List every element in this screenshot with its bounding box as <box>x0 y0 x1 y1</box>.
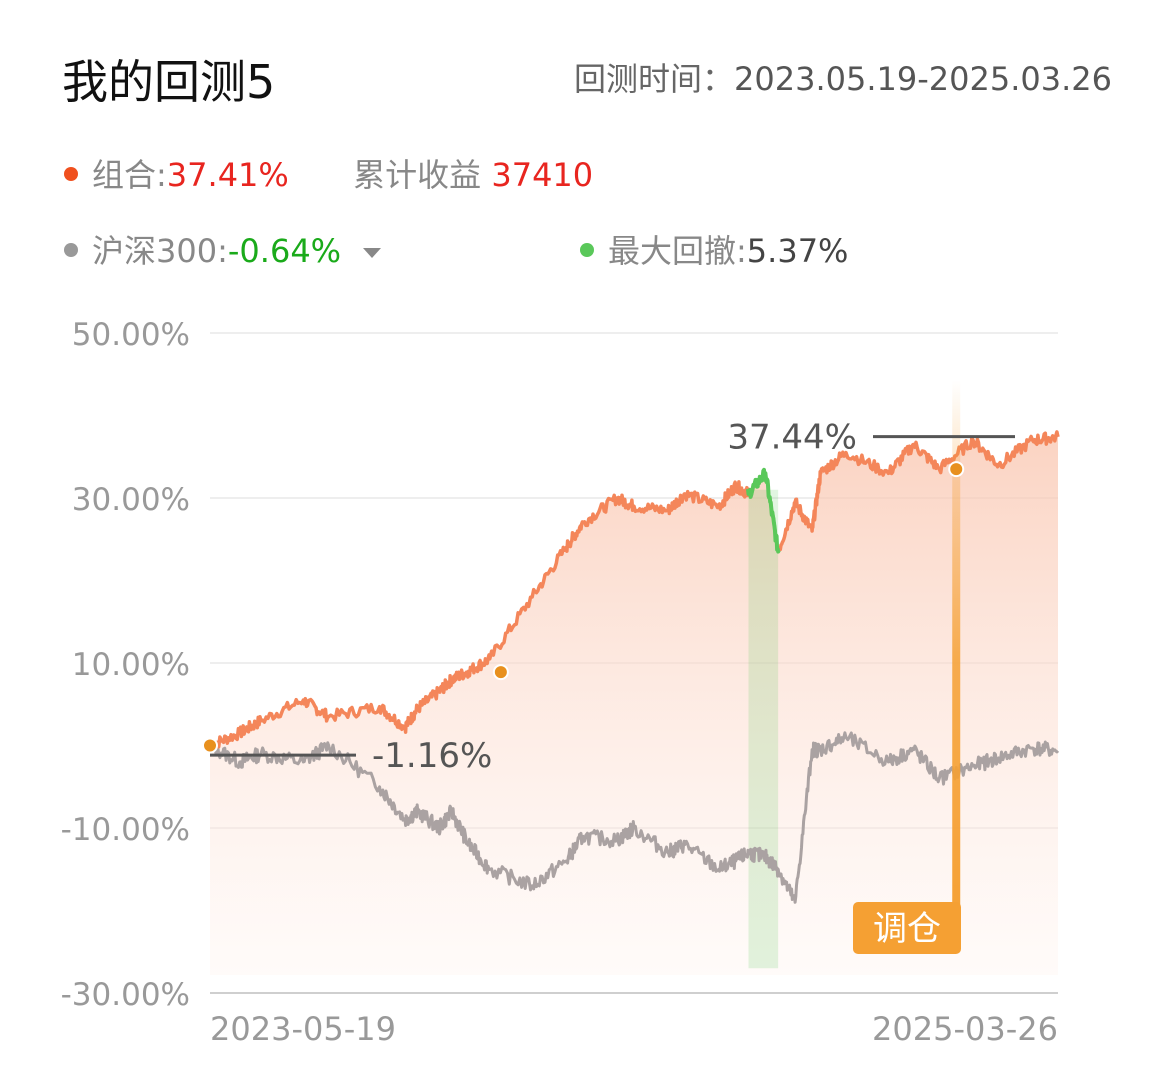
drawdown-shade <box>748 489 779 969</box>
y-tick-label: 50.00% <box>72 317 190 353</box>
portfolio-area <box>210 431 1058 975</box>
benchmark-dot-icon <box>64 243 78 257</box>
trade-point <box>202 737 218 754</box>
drawdown-legend-row: 最大回撤:5.37% <box>580 226 848 272</box>
portfolio-value: 37.41% <box>166 156 289 194</box>
drawdown-band <box>748 489 779 969</box>
period-label: 回测时间： <box>574 60 735 98</box>
benchmark-line <box>208 731 1060 904</box>
y-tick-label: 30.00% <box>72 482 190 518</box>
cumulative-value: 37410 <box>491 156 594 194</box>
backtest-period: 回测时间：2023.05.19-2025.03.26 <box>574 54 1112 100</box>
period-value: 2023.05.19-2025.03.26 <box>734 60 1112 98</box>
rebalance-badge <box>853 902 961 954</box>
y-tick-label: -10.00% <box>61 812 190 848</box>
portfolio-area-fill <box>210 431 1058 975</box>
chart-annotations: 调仓 37.44% -1.16% <box>202 380 1015 954</box>
drawdown-dot-icon <box>580 243 594 257</box>
portfolio-series <box>209 430 1060 751</box>
y-axis-ticks: 50.00% 30.00% 10.00% -10.00% -30.00% <box>61 317 190 1013</box>
benchmark-series <box>208 731 1060 904</box>
rebalance-bar <box>952 380 961 940</box>
benchmark-label: 沪深300: <box>92 232 228 270</box>
page-title: 我的回测5 <box>62 55 276 109</box>
dropdown-caret-icon[interactable] <box>363 248 382 258</box>
drawdown-value: 5.37% <box>746 232 849 270</box>
benchmark-legend-row[interactable]: 沪深300:-0.64% <box>64 226 382 272</box>
portfolio-dot-icon <box>64 167 78 181</box>
portfolio-label: 组合: <box>92 156 167 194</box>
trade-point <box>492 664 509 681</box>
rebalance-label: 调仓 <box>873 909 941 949</box>
min-label: -1.16% <box>372 736 492 776</box>
y-tick-label: -30.00% <box>61 977 190 1013</box>
trade-point <box>948 461 965 478</box>
x-tick-label: 2025-03-26 <box>872 1010 1058 1048</box>
x-axis-labels: 2023-05-19 2025-03-26 <box>210 1010 1058 1048</box>
x-tick-label: 2023-05-19 <box>210 1010 396 1048</box>
y-tick-label: 10.00% <box>72 647 190 683</box>
drawdown-label: 最大回撤: <box>608 232 747 270</box>
portfolio-legend-row: 组合:37.41% 累计收益 37410 <box>64 150 593 196</box>
portfolio-line <box>209 430 1060 751</box>
benchmark-value: -0.64% <box>227 232 342 270</box>
max-label: 37.44% <box>727 418 857 458</box>
cumulative-label: 累计收益 <box>353 156 482 194</box>
drawdown-segment <box>746 467 781 554</box>
